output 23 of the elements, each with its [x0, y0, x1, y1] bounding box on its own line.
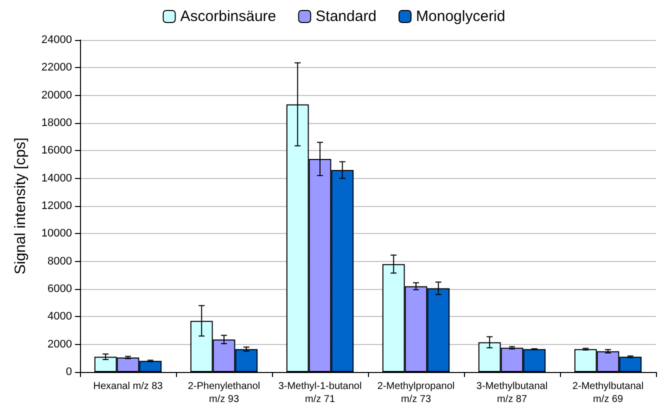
legend-label: Monoglycerid [416, 8, 506, 25]
y-tick-label: 2000 [48, 338, 72, 350]
y-tick-label: 14000 [41, 172, 72, 184]
y-tick-label: 24000 [41, 34, 72, 46]
legend-label: Standard [316, 8, 377, 25]
y-tick-label: 12000 [41, 200, 72, 212]
y-tick-label: 16000 [41, 144, 72, 157]
x-tick-label: Hexanal m/z 83 [93, 381, 164, 392]
y-tick-label: 0 [66, 366, 72, 378]
legend-label: Ascorbinsäure [180, 8, 276, 25]
y-tick-label: 8000 [48, 255, 72, 268]
x-tick-label: 3-Methyl-1-butanol m/z 71 [278, 381, 362, 405]
y-tick-label: 20000 [41, 89, 72, 102]
y-tick-label: 22000 [41, 62, 72, 74]
x-tick-label: 3-Methylbutanal m/z 87 [476, 381, 548, 405]
y-tick-label: 18000 [41, 117, 72, 129]
x-tick-label: 2-Methylpropanol m/z 73 [377, 381, 455, 405]
y-tick-label: 10000 [41, 228, 72, 240]
y-axis-title: Signal intensity [cps] [12, 138, 29, 274]
y-tick-label: 4000 [48, 310, 72, 323]
x-tick-label: 2-Phenylethanol m/z 93 [188, 381, 260, 405]
y-tick-label: 6000 [48, 283, 72, 295]
x-tick-label: 2-Methylbutanal m/z 69 [572, 381, 644, 405]
